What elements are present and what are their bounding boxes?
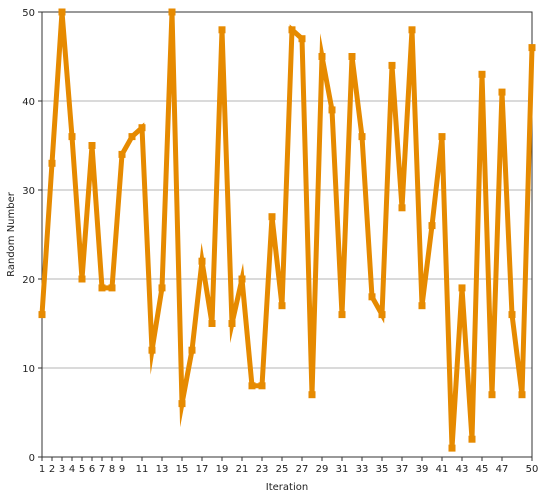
data-point-44: [468, 435, 476, 443]
data-point-41: [438, 133, 446, 141]
data-point-5: [78, 275, 86, 283]
x-tick-label-27: 27: [296, 464, 309, 475]
x-tick-label-3: 3: [59, 464, 65, 475]
x-tick-label-25: 25: [276, 464, 289, 475]
y-axis-title: Random Number: [6, 191, 17, 277]
x-tick-label-45: 45: [476, 464, 489, 475]
x-tick-label-29: 29: [316, 464, 329, 475]
x-tick-label-35: 35: [376, 464, 389, 475]
data-point-10: [128, 133, 136, 141]
data-point-4: [68, 133, 76, 141]
x-tick-label-50: 50: [526, 464, 539, 475]
data-point-48: [508, 311, 516, 319]
x-tick-label-47: 47: [496, 464, 509, 475]
data-point-50: [528, 44, 536, 52]
data-point-19: [218, 26, 226, 34]
x-tick-label-1: 1: [39, 464, 45, 475]
x-tick-label-5: 5: [79, 464, 85, 475]
x-tick-label-8: 8: [109, 464, 115, 475]
data-point-43: [458, 284, 466, 292]
data-point-28: [308, 391, 316, 399]
series-random-number: [39, 11, 535, 449]
x-tick-label-4: 4: [69, 464, 75, 475]
x-tick-label-15: 15: [176, 464, 189, 475]
x-tick-label-13: 13: [156, 464, 169, 475]
data-point-9: [118, 150, 126, 158]
x-tick-label-31: 31: [336, 464, 349, 475]
data-point-2: [48, 159, 56, 167]
data-point-12: [148, 346, 156, 354]
data-point-7: [98, 284, 106, 292]
y-tick-label-30: 30: [22, 186, 35, 197]
x-tick-label-21: 21: [236, 464, 249, 475]
y-tick-label-20: 20: [22, 275, 35, 286]
data-point-29: [318, 53, 326, 60]
data-point-31: [338, 311, 346, 319]
x-tick-label-41: 41: [436, 464, 449, 475]
x-tick-label-2: 2: [49, 464, 55, 475]
data-point-11: [138, 124, 146, 132]
x-tick-label-39: 39: [416, 464, 429, 475]
data-point-39: [418, 302, 426, 310]
x-tick-label-43: 43: [456, 464, 469, 475]
data-point-35: [378, 311, 386, 319]
data-point-33: [358, 133, 366, 141]
data-point-13: [158, 284, 166, 292]
x-tick-label-9: 9: [119, 464, 125, 475]
data-point-1: [38, 311, 46, 319]
x-tick-label-17: 17: [196, 464, 209, 475]
data-point-42: [448, 444, 456, 452]
data-point-20: [228, 320, 236, 327]
y-tick-label-10: 10: [22, 364, 35, 375]
series-line-0: [39, 11, 535, 449]
data-point-27: [298, 35, 306, 43]
data-point-47: [498, 88, 506, 96]
data-point-3: [58, 8, 66, 16]
x-tick-label-23: 23: [256, 464, 269, 475]
data-point-17: [198, 257, 206, 265]
data-point-8: [108, 284, 116, 292]
data-point-46: [488, 391, 496, 399]
data-point-49: [518, 391, 526, 399]
data-point-40: [428, 222, 436, 230]
x-tick-label-11: 11: [136, 464, 149, 475]
data-point-6: [88, 142, 96, 149]
x-tick-labels: 1 2 3 4 5 6 7 8 9 11 13 15 17 19 21 23 25 27 29 31 33 35 37 39 4…: [39, 464, 539, 475]
data-point-25: [278, 302, 286, 310]
data-point-36: [388, 61, 396, 69]
y-tick-label-50: 50: [22, 8, 35, 19]
x-tick-label-37: 37: [396, 464, 409, 475]
x-tick-label-6: 6: [89, 464, 95, 475]
y-tick-labels: 0 10 20 30 40 50: [22, 8, 35, 464]
data-point-37: [398, 204, 406, 212]
data-point-38: [408, 26, 416, 34]
y-tick-label-40: 40: [22, 97, 35, 108]
plot-frame: [41, 11, 533, 458]
data-point-18: [208, 320, 216, 327]
x-tick-label-33: 33: [356, 464, 369, 475]
data-point-26: [288, 26, 296, 34]
axes: [38, 11, 533, 461]
data-point-22: [248, 382, 256, 390]
data-point-30: [328, 106, 336, 114]
data-point-21: [238, 275, 246, 283]
y-tick-label-0: 0: [29, 453, 35, 464]
data-point-45: [478, 70, 486, 78]
data-point-16: [188, 346, 196, 354]
data-point-24: [268, 213, 276, 221]
data-points: [38, 8, 536, 452]
x-tick-label-19: 19: [216, 464, 229, 475]
data-point-32: [348, 53, 356, 60]
data-point-34: [368, 293, 376, 301]
data-point-14: [168, 8, 176, 16]
x-tick-label-7: 7: [99, 464, 105, 475]
data-point-23: [258, 382, 266, 390]
data-point-15: [178, 400, 186, 408]
x-axis-title: Iteration: [266, 482, 308, 493]
